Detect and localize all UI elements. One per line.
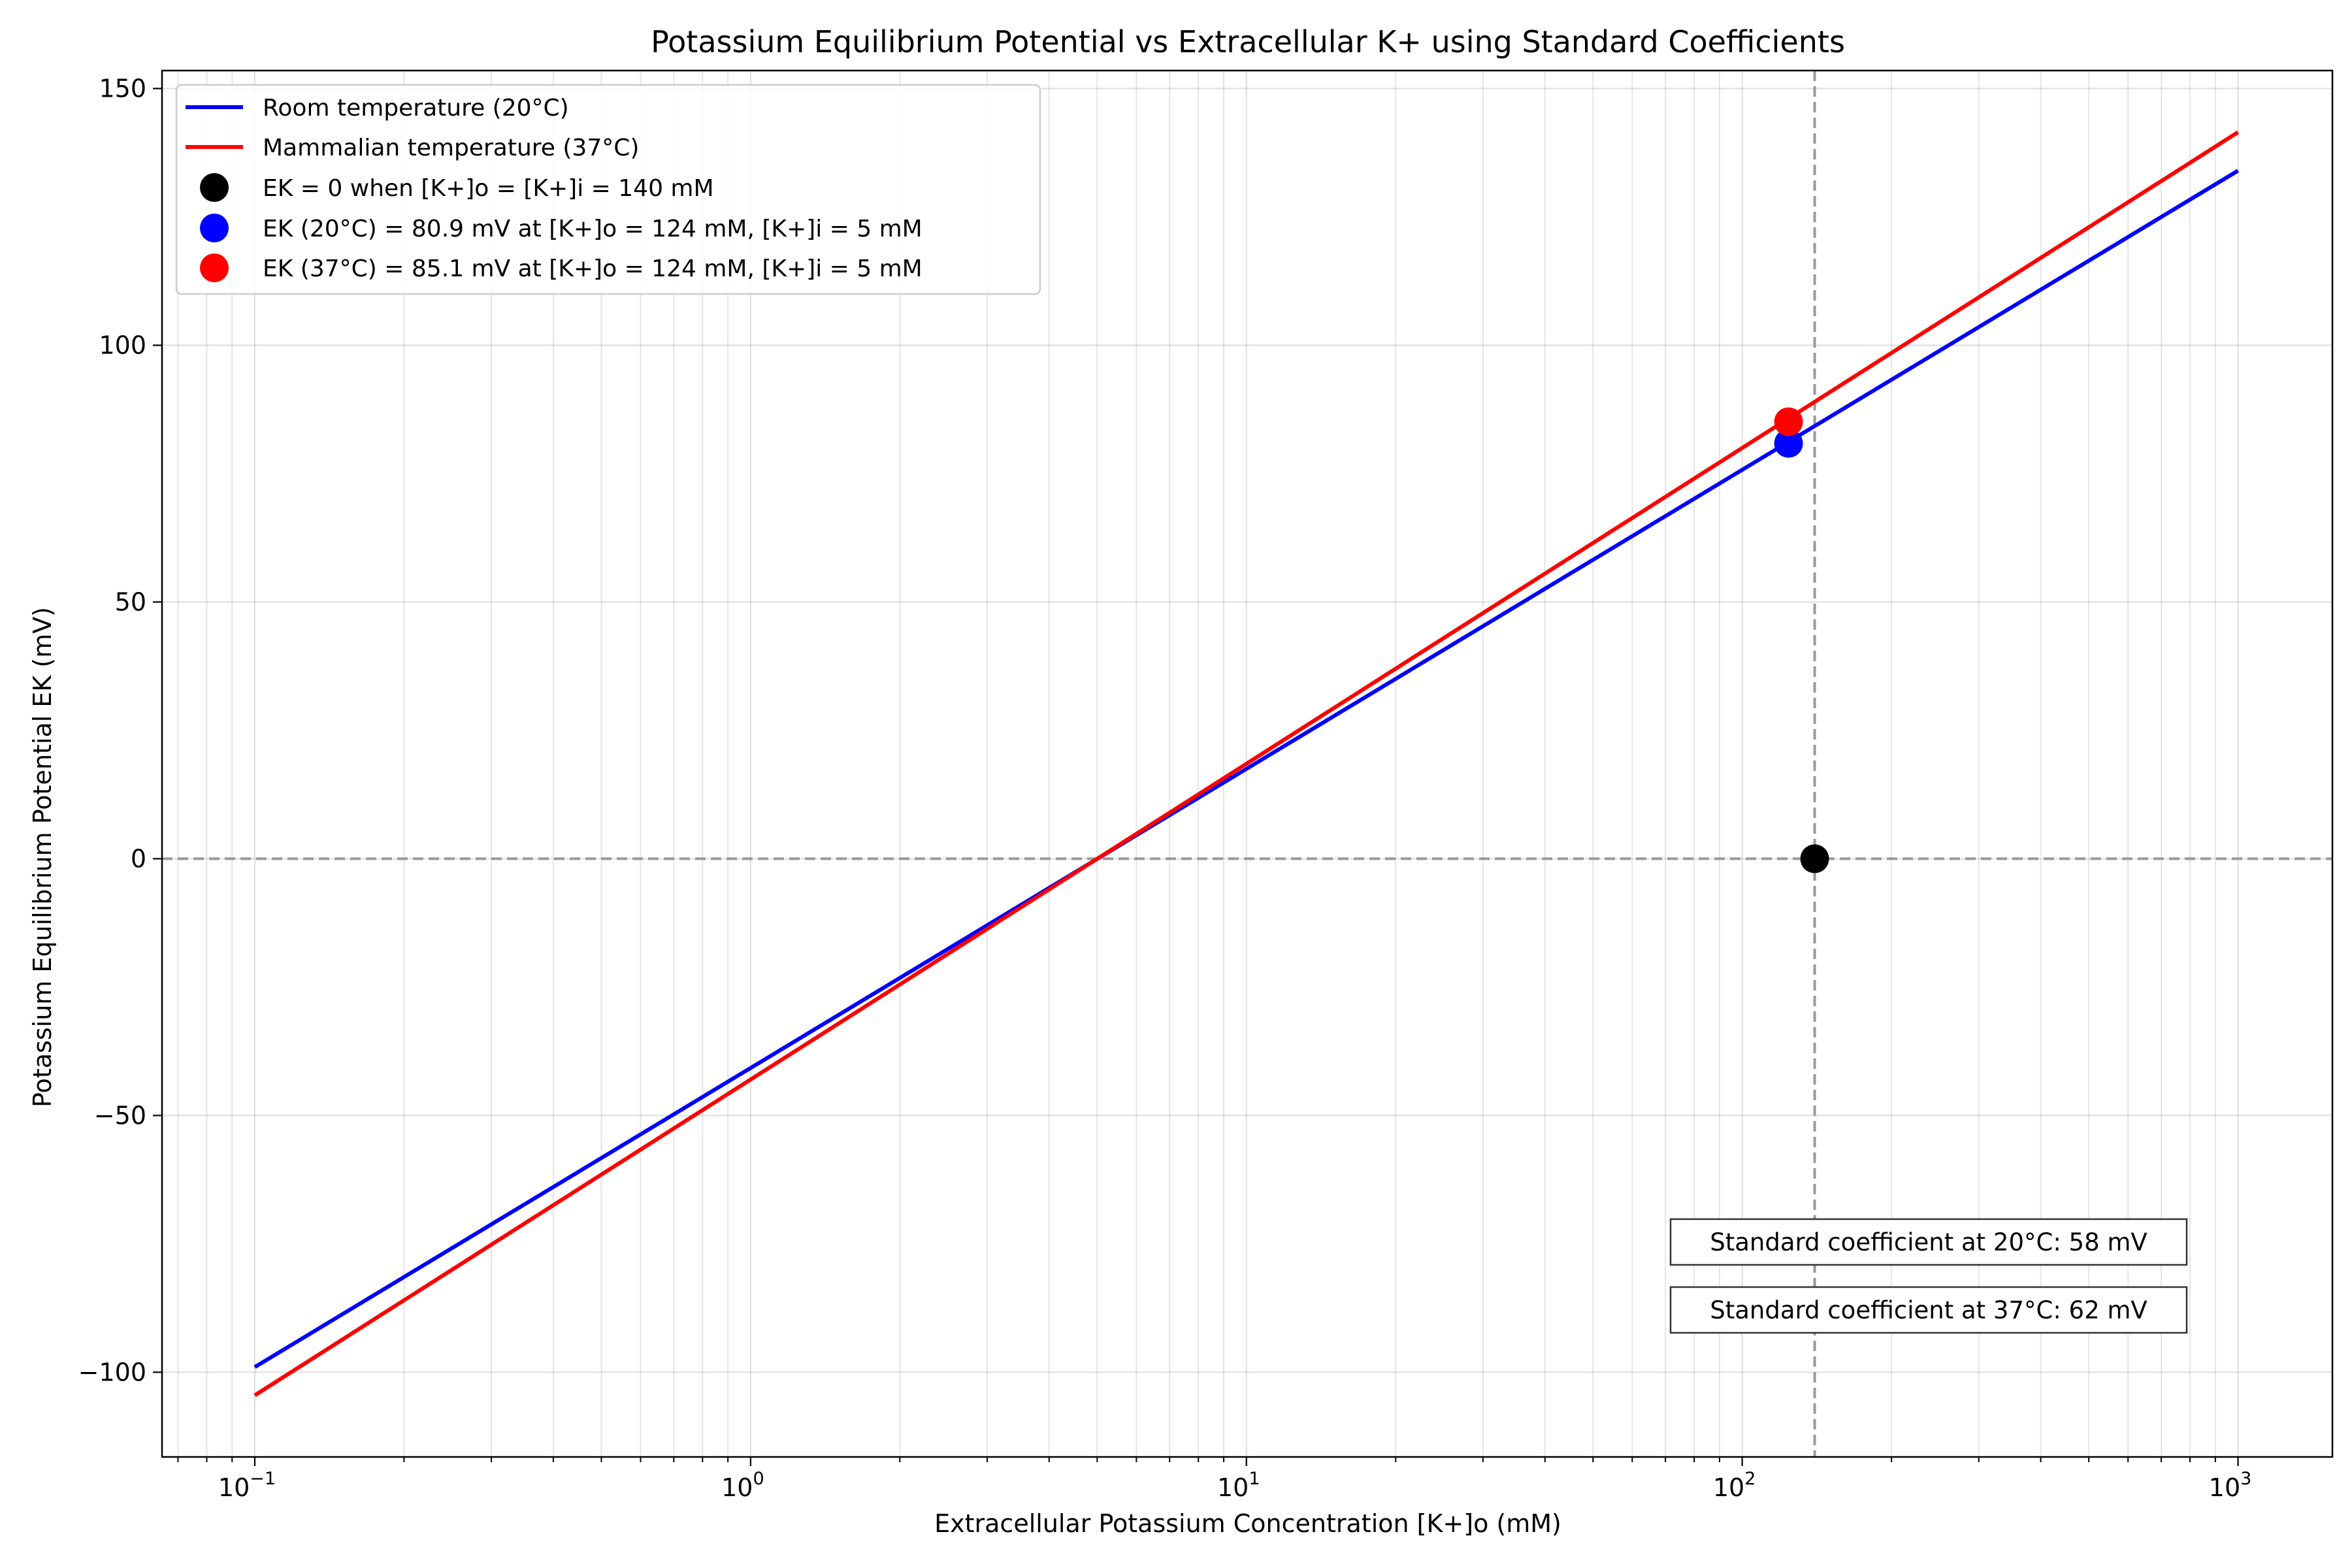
annotations: Standard coefficient at 20°C: 58 mV Stan… — [1669, 1218, 2188, 1334]
y-tick-label: 0 — [131, 844, 146, 873]
reference-lines — [162, 71, 2332, 1457]
y-tick-label: 50 — [115, 587, 146, 616]
y-tick-label: 150 — [99, 74, 146, 103]
legend-label-ek-zero: EK = 0 when [K+]o = [K+]i = 140 mM — [263, 175, 714, 202]
legend-marker-ek-20c — [200, 214, 229, 242]
highlight-points — [1774, 407, 1829, 874]
legend: Room temperature (20°C) Mammalian temper… — [175, 84, 1041, 295]
y-axis-label: Potassium Equilibrium Potential EK (mV) — [28, 607, 57, 1107]
data-point-2 — [1774, 407, 1803, 436]
series-line-1 — [253, 130, 2240, 1397]
y-tick-label: 100 — [99, 331, 146, 359]
legend-label-ek-37c: EK (37°C) = 85.1 mV at [K+]o = 124 mM, [… — [263, 255, 923, 282]
legend-label-ek-20c: EK (20°C) = 80.9 mV at [K+]o = 124 mM, [… — [263, 216, 923, 242]
data-point-0 — [1800, 844, 1829, 874]
y-tick-label: −50 — [94, 1101, 146, 1130]
annotation-37c: Standard coefficient at 37°C: 62 mV — [1710, 1296, 2148, 1324]
legend-marker-ek-zero — [200, 173, 229, 202]
legend-marker-ek-37c — [200, 253, 229, 282]
legend-label-room-temperature: Room temperature (20°C) — [263, 95, 569, 122]
x-tick-label: 103 — [2209, 1469, 2252, 1502]
y-tick-label: −100 — [78, 1358, 146, 1386]
plot-frame — [161, 69, 2334, 1458]
annotation-box-37c — [1669, 1286, 2188, 1334]
legend-label-mammalian-temperature: Mammalian temperature (37°C) — [263, 135, 639, 161]
annotation-box-20c — [1669, 1218, 2188, 1266]
series-line-0 — [253, 169, 2240, 1369]
x-tick-label: 102 — [1713, 1469, 1756, 1502]
x-tick-label: 100 — [721, 1469, 764, 1502]
x-tick-label: 101 — [1217, 1469, 1260, 1502]
series-lines — [253, 130, 2240, 1397]
y-axis-ticks: 150 100 50 0 −50 −100 — [78, 74, 162, 1386]
x-tick-label: 10−1 — [218, 1469, 276, 1502]
data-point-1 — [1774, 429, 1803, 458]
x-axis-ticks: 10−1 100 101 102 103 — [177, 1457, 2252, 1502]
legend-box — [175, 84, 1041, 295]
chart-title: Potassium Equilibrium Potential vs Extra… — [651, 24, 1845, 59]
x-axis-label: Extracellular Potassium Concentration [K… — [934, 1509, 1561, 1538]
annotation-20c: Standard coefficient at 20°C: 58 mV — [1710, 1228, 2148, 1256]
